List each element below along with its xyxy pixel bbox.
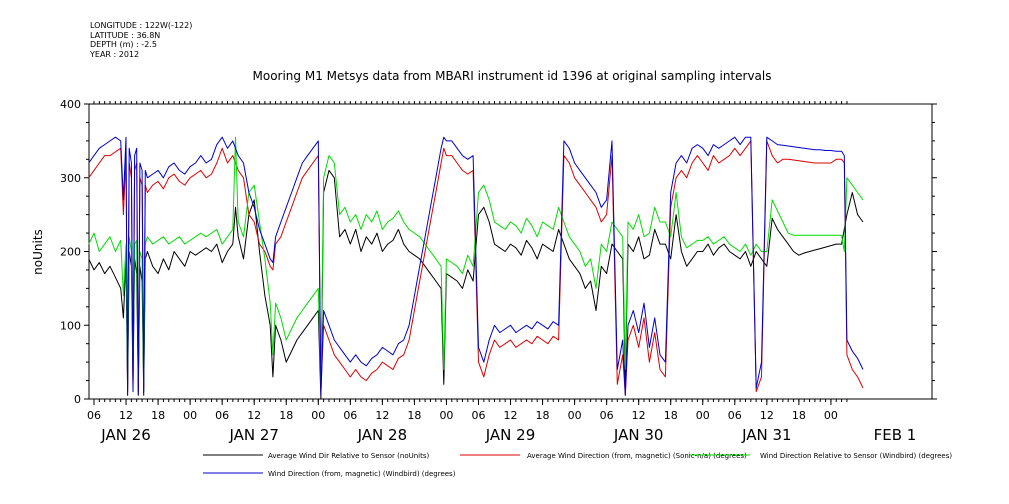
- x-day-label: JAN 31: [741, 426, 792, 444]
- x-tick-label: 00: [696, 409, 710, 422]
- y-tick-label: 200: [60, 246, 81, 259]
- x-day-label: FEB 1: [874, 426, 917, 444]
- x-tick-label: 12: [375, 409, 389, 422]
- series-line-2: [88, 140, 864, 396]
- series-layer: [88, 136, 864, 400]
- y-tick-label: 0: [74, 393, 81, 406]
- x-day-label: JAN 26: [100, 426, 151, 444]
- y-axis-label: noUnits: [31, 229, 45, 275]
- x-tick-label: 00: [824, 409, 838, 422]
- x-tick-label: 00: [439, 409, 453, 422]
- latitude-label: LATITUDE : 36.8N: [90, 30, 161, 40]
- x-tick-label: 00: [311, 409, 325, 422]
- axes-layer: 0 100 200 300 400 06 12 18 00 06 12 18 00 06 12 18 00 06 1…: [60, 98, 937, 444]
- x-tick-label: 00: [183, 409, 197, 422]
- x-tick-label: 06: [600, 409, 614, 422]
- x-tick-label: 18: [664, 409, 678, 422]
- x-day-label: JAN 29: [485, 426, 536, 444]
- x-tick-label: 06: [215, 409, 229, 422]
- x-tick-label: 12: [119, 409, 133, 422]
- y-tick-label: 400: [60, 98, 81, 111]
- y-tick-label: 100: [60, 319, 81, 332]
- chart-title: Mooring M1 Metsys data from MBARI instru…: [253, 69, 772, 83]
- year-label: YEAR : 2012: [90, 49, 140, 59]
- legend-label-1: Average Wind Dir Relative to Sensor (noU…: [268, 452, 429, 460]
- x-tick-label: 06: [728, 409, 742, 422]
- series-line-4: [88, 136, 864, 396]
- longitude-label: LONGITUDE : 122W(-122): [90, 21, 193, 30]
- y-tick-label: 300: [60, 172, 81, 185]
- x-tick-label: 18: [151, 409, 165, 422]
- x-tick-label: 06: [343, 409, 357, 422]
- x-tick-label: 18: [407, 409, 421, 422]
- x-day-label: JAN 27: [228, 426, 279, 444]
- depth-label: DEPTH (m) : -2.5: [90, 40, 157, 50]
- metadata-block: LONGITUDE : 122W(-122) LATITUDE : 36.8N …: [90, 21, 192, 59]
- x-tick-label: 18: [792, 409, 806, 422]
- x-tick-label: 18: [536, 409, 550, 422]
- legend: Average Wind Dir Relative to Sensor (noU…: [203, 452, 952, 478]
- series-line-3: [88, 136, 864, 385]
- x-tick-label: 12: [247, 409, 261, 422]
- legend-label-2: Average Wind Direction (from, magnetic) …: [527, 452, 747, 460]
- x-tick-label: 18: [279, 409, 293, 422]
- x-day-label: JAN 28: [357, 426, 408, 444]
- legend-label-4: Wind Direction (from, magnetic) (Windbir…: [268, 470, 456, 478]
- x-tick-label: 12: [760, 409, 774, 422]
- x-tick-label: 12: [632, 409, 646, 422]
- x-tick-label: 00: [568, 409, 582, 422]
- x-day-label: JAN 30: [613, 426, 664, 444]
- x-tick-label: 06: [471, 409, 485, 422]
- x-tick-label: 06: [87, 409, 101, 422]
- legend-label-3: Wind Direction Relative to Sensor (Windb…: [760, 452, 952, 460]
- x-tick-label: 12: [504, 409, 518, 422]
